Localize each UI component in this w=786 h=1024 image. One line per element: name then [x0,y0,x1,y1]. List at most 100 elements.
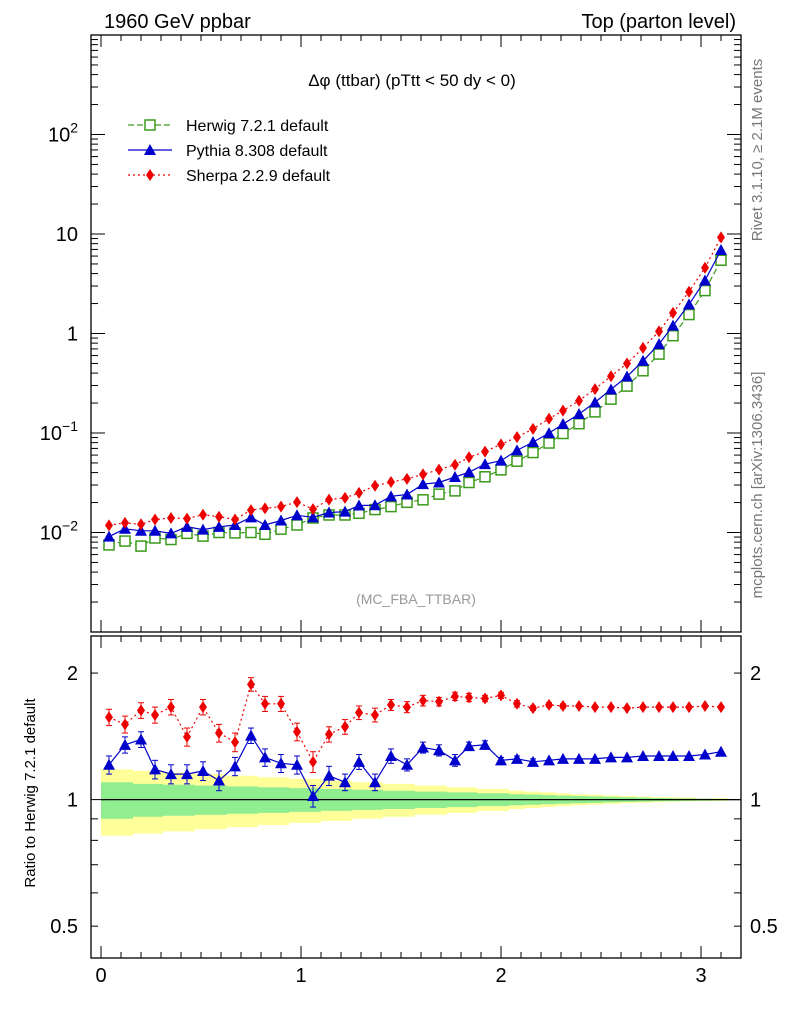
data-point-pythia [699,274,711,286]
data-point-sherpa [325,493,333,506]
data-point-pythia [135,524,147,536]
ratio-point-sherpa [325,728,333,741]
data-point-pythia [589,396,601,408]
data-point-pythia [495,454,507,466]
ratio-point-sherpa [277,697,285,710]
ratio-point-sherpa [215,727,223,740]
ratio-point-sherpa [529,702,537,715]
data-point-sherpa [355,486,363,499]
data-point-pythia [369,499,381,511]
data-point-pythia [353,499,365,511]
data-point-pythia [401,488,413,500]
data-point-herwig [135,540,147,552]
data-point-pythia [291,509,303,521]
data-point-herwig [433,488,445,500]
y-tick-label: 10−2 [40,518,78,545]
x-tick-label: 0 [95,965,106,987]
ratio-point-sherpa [435,695,443,708]
ratio-point-pythia [495,754,507,766]
data-point-sherpa [341,491,349,504]
ratio-point-pythia [557,752,569,764]
y-tick-label-base: 1 [67,324,78,346]
ratio-point-pythia [229,760,241,772]
main-plot-title: Δφ (ttbar) (pTtt < 50 dy < 0) [308,71,516,90]
y-tick-label-base: 10 [56,224,78,246]
y-tick-label-base: 10 [40,423,62,445]
ratio-point-pythia [621,751,633,763]
data-point-pythia [165,527,177,539]
data-point-herwig [479,471,491,483]
data-point-sherpa [121,516,129,529]
data-point-pythia [637,354,649,366]
ratio-point-pythia [527,755,539,767]
series-line-herwig [108,259,722,547]
data-point-sherpa [151,513,159,526]
data-point-sherpa [639,341,647,354]
ratio-point-sherpa [545,698,553,711]
data-point-pythia [715,244,727,256]
data-point-sherpa [261,502,269,515]
ratio-point-pythia [605,751,617,763]
data-point-herwig [699,284,711,297]
ratio-point-pythia [683,749,695,761]
ratio-point-sherpa [465,691,473,704]
y-tick-label-exponent: 2 [70,120,78,136]
data-point-sherpa [403,472,411,485]
ratio-point-sherpa [371,708,379,721]
ratio-point-sherpa [575,699,583,712]
data-point-sherpa [387,475,395,488]
ratio-point-sherpa [341,720,349,733]
data-point-pythia [557,418,569,430]
x-tick-label: 3 [695,965,706,987]
data-point-sherpa [199,508,207,521]
ratio-point-pythia [149,763,161,775]
data-point-herwig [495,464,507,476]
ratio-point-sherpa [607,701,615,714]
ratio-y-tick-label-right: 0.5 [750,916,778,938]
data-point-sherpa [623,357,631,370]
ratio-point-pythia [259,751,271,763]
data-point-herwig [621,380,633,392]
ratio-point-sherpa [121,718,129,731]
data-point-pythia [543,427,555,439]
ratio-point-pythia [589,752,601,764]
data-point-sherpa [183,512,191,525]
data-point-pythia [275,514,287,526]
data-point-herwig [463,476,475,489]
data-point-herwig [449,485,461,497]
data-point-pythia [511,444,523,456]
ratio-point-pythia [573,752,585,764]
y-tick-label-base: 10 [40,523,62,545]
ratio-point-pythia [135,733,147,745]
ratio-point-pythia [667,749,679,761]
data-point-sherpa [231,513,239,526]
data-point-sherpa [451,458,459,471]
y-tick-label: 102 [48,120,78,147]
ratio-point-sherpa [701,699,709,712]
ratio-point-sherpa [261,697,269,710]
data-point-pythia [527,436,539,448]
ratio-point-pythia [699,748,711,760]
ratio-line-pythia [108,734,722,798]
x-tick-label: 2 [495,965,506,987]
ratio-point-pythia [401,758,413,770]
data-point-pythia [683,298,695,310]
ratio-point-pythia [479,738,491,750]
ratio-point-pythia [385,749,397,761]
ratio-point-sherpa [591,701,599,714]
ratio-point-sherpa [655,701,663,714]
ratio-point-sherpa [623,702,631,715]
data-point-herwig [511,455,523,467]
ratio-point-pythia [715,745,727,757]
mcplots-label: mcplots.cern.ch [arXiv:1306.3436] [749,372,766,599]
data-point-herwig [573,417,585,430]
ratio-point-pythia [369,776,381,788]
data-point-pythia [103,530,115,542]
ratio-point-pythia [307,789,319,801]
data-point-sherpa [465,451,473,464]
ratio-plot-frame [90,635,742,959]
data-point-pythia [259,518,271,530]
ratio-point-pythia [275,757,287,769]
ratio-point-pythia [323,769,335,781]
data-point-herwig [259,528,271,541]
